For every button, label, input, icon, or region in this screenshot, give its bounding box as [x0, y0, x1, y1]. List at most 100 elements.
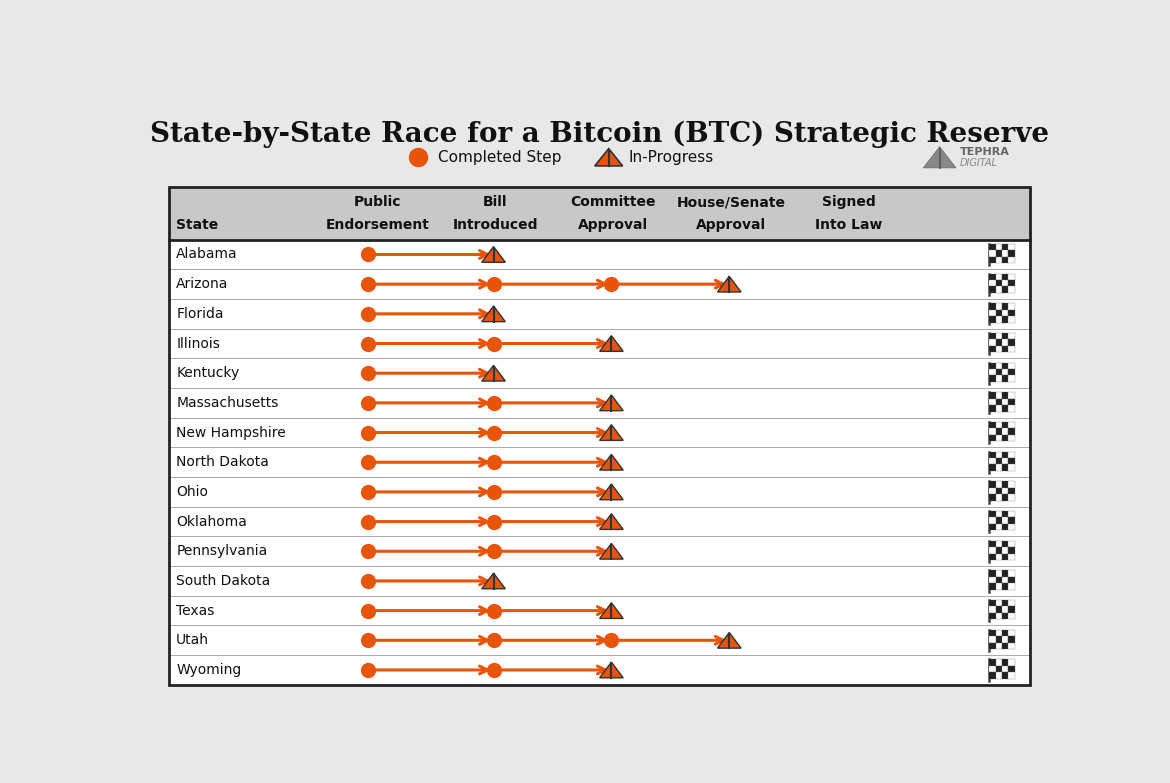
Bar [996, 570, 1002, 577]
Bar [996, 630, 1002, 636]
Bar [996, 273, 1002, 280]
Bar [996, 666, 1002, 673]
Text: Utah: Utah [177, 633, 209, 648]
Bar [1009, 435, 1014, 442]
Bar [989, 316, 996, 323]
Bar [1009, 643, 1014, 649]
Text: Committee: Committee [571, 195, 656, 209]
Bar [996, 600, 1002, 607]
Bar [989, 636, 996, 643]
Bar [996, 244, 1002, 251]
Text: Public: Public [353, 195, 401, 209]
Bar [1009, 375, 1014, 382]
Bar [1009, 494, 1014, 500]
Bar [1009, 659, 1014, 666]
Bar [1002, 375, 1009, 382]
Bar [996, 494, 1002, 500]
Polygon shape [599, 484, 624, 500]
Polygon shape [482, 573, 505, 589]
Bar [1009, 251, 1014, 257]
Polygon shape [482, 366, 505, 381]
Bar [1002, 452, 1009, 458]
Bar [996, 333, 1002, 339]
Bar [989, 435, 996, 442]
Text: Kentucky: Kentucky [177, 366, 240, 381]
Bar [996, 464, 1002, 471]
Text: Wyoming: Wyoming [177, 663, 241, 677]
Bar [989, 511, 996, 518]
Bar [989, 577, 996, 583]
Bar [989, 659, 996, 666]
Bar [989, 309, 996, 316]
Bar [1002, 659, 1009, 666]
Text: Massachusetts: Massachusetts [177, 396, 278, 410]
Bar [989, 666, 996, 673]
Bar [1009, 607, 1014, 613]
Bar [996, 518, 1002, 524]
Bar [989, 554, 996, 560]
Bar [1002, 482, 1009, 488]
Bar [1002, 666, 1009, 673]
Polygon shape [599, 543, 624, 559]
Bar [1002, 405, 1009, 412]
Bar [996, 303, 1002, 309]
Bar [1002, 464, 1009, 471]
Bar [1009, 666, 1014, 673]
Text: Texas: Texas [177, 604, 214, 618]
Bar [996, 482, 1002, 488]
Bar [1002, 363, 1009, 369]
Polygon shape [599, 454, 624, 470]
Bar [989, 518, 996, 524]
Bar [1009, 630, 1014, 636]
Bar [996, 511, 1002, 518]
Bar [989, 482, 996, 488]
Bar [989, 488, 996, 494]
Polygon shape [599, 336, 624, 352]
Bar [996, 488, 1002, 494]
Bar [989, 422, 996, 428]
Bar [989, 540, 996, 547]
Bar [996, 392, 1002, 399]
Bar [996, 363, 1002, 369]
Bar [1009, 540, 1014, 547]
Text: Bill: Bill [483, 195, 508, 209]
Bar [989, 369, 996, 375]
Bar [989, 251, 996, 257]
Text: North Dakota: North Dakota [177, 455, 269, 469]
Bar [1009, 613, 1014, 619]
Bar [1002, 273, 1009, 280]
Polygon shape [482, 247, 505, 262]
Bar [996, 399, 1002, 405]
Bar [996, 251, 1002, 257]
Bar [1009, 570, 1014, 577]
Bar [1009, 577, 1014, 583]
Text: Completed Step: Completed Step [439, 150, 562, 164]
Bar [1002, 458, 1009, 464]
Bar [989, 273, 996, 280]
Bar [989, 333, 996, 339]
Bar [1002, 333, 1009, 339]
Bar [989, 303, 996, 309]
Text: House/Senate: House/Senate [676, 195, 785, 209]
Bar [1009, 257, 1014, 263]
Bar [996, 607, 1002, 613]
Bar [1009, 600, 1014, 607]
Bar [1009, 280, 1014, 287]
Bar [996, 636, 1002, 643]
Bar [1002, 540, 1009, 547]
Bar [989, 363, 996, 369]
Bar [989, 458, 996, 464]
Bar [1009, 309, 1014, 316]
Bar [1009, 458, 1014, 464]
Bar [989, 524, 996, 530]
Bar [1009, 333, 1014, 339]
Bar [989, 547, 996, 554]
Bar [1009, 273, 1014, 280]
Text: Alabama: Alabama [177, 247, 238, 262]
Bar [1002, 399, 1009, 405]
Bar [1002, 630, 1009, 636]
Bar [996, 435, 1002, 442]
Text: Approval: Approval [578, 218, 648, 232]
Bar [1002, 287, 1009, 293]
Bar [989, 607, 996, 613]
